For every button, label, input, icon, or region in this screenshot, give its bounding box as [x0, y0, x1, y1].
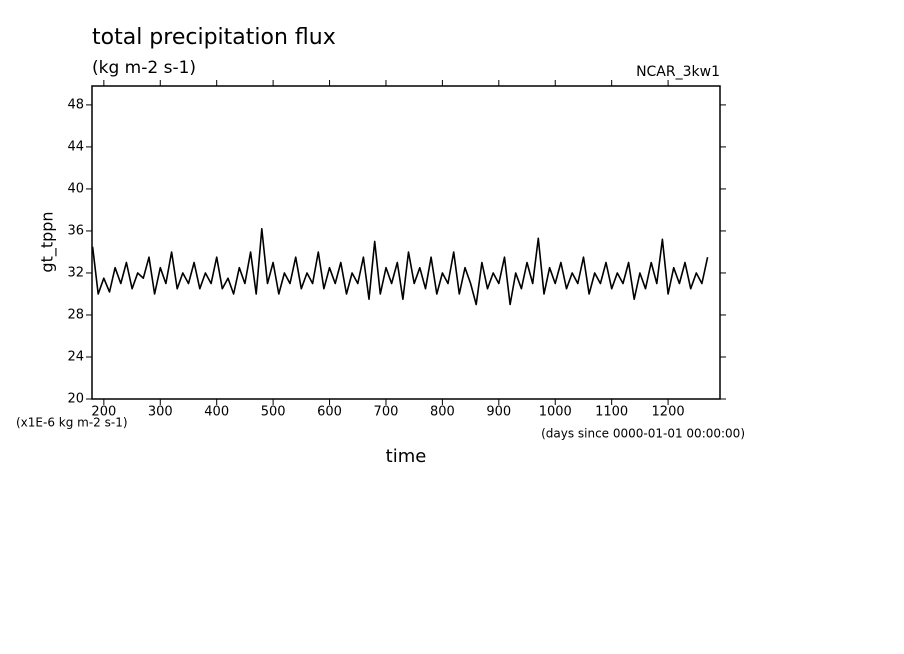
y-tick-label: 48: [67, 97, 84, 112]
y-tick-label: 36: [67, 223, 84, 238]
x-tick-label: 600: [317, 405, 342, 420]
line-series: [91, 228, 709, 306]
chart-title: total precipitation flux: [92, 25, 336, 50]
x-tick-label: 1000: [539, 405, 572, 420]
x-tick-label: 700: [374, 405, 399, 420]
y-tick-label: 44: [67, 139, 84, 154]
x-tick-label: 300: [148, 405, 173, 420]
x-unit-label: (days since 0000-01-01 00:00:00): [541, 427, 745, 441]
x-tick-label: 1200: [652, 405, 685, 420]
x-tick-label: 400: [204, 405, 229, 420]
annotation: NCAR_3kw1: [636, 64, 720, 80]
plot-frame: [91, 85, 721, 400]
y-axis-label: gt_tppn: [38, 211, 58, 272]
x-tick-label: 800: [430, 405, 455, 420]
y-tick-label: 20: [67, 392, 84, 407]
y-tick-label: 24: [67, 349, 84, 364]
x-tick-label: 200: [91, 405, 116, 420]
y-unit-label: (x1E-6 kg m-2 s-1): [16, 416, 128, 430]
chart-subtitle: (kg m-2 s-1): [92, 58, 196, 78]
x-axis-label: time: [386, 446, 427, 467]
y-tick-label: 40: [67, 181, 84, 196]
y-tick-label: 32: [67, 265, 84, 280]
y-tick-label: 28: [67, 307, 84, 322]
x-tick-label: 1100: [595, 405, 628, 420]
x-tick-label: 900: [486, 405, 511, 420]
x-tick-label: 500: [261, 405, 286, 420]
